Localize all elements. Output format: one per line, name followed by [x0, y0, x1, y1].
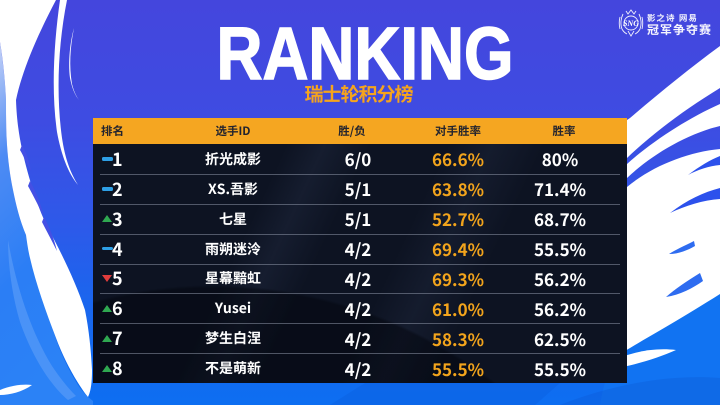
svg-text:SNG: SNG — [623, 19, 639, 28]
